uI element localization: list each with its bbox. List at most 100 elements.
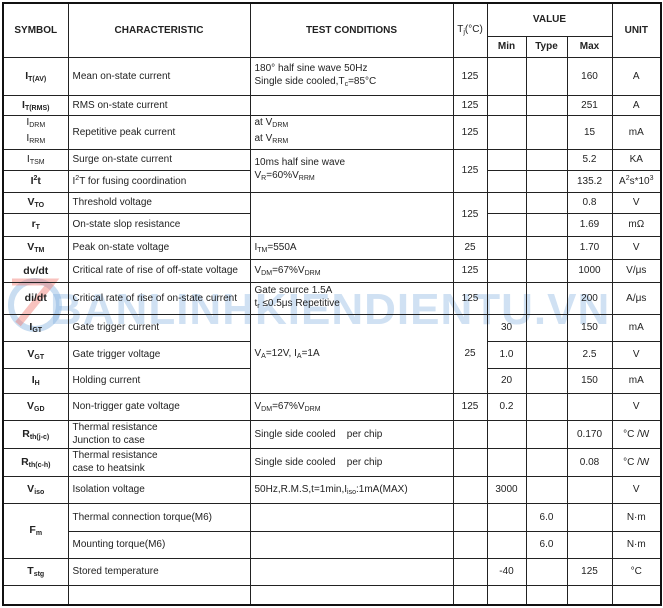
characteristic: Gate trigger voltage	[67, 340, 251, 369]
symbol: VTM	[2, 235, 69, 260]
tj-unit: (°C)	[464, 24, 483, 36]
min: 30	[486, 313, 527, 342]
header-value: VALUE	[486, 2, 613, 37]
test-conditions: Single side cooled per chip	[249, 447, 454, 477]
tj: 125	[452, 114, 488, 150]
table-row: IDRM IRRM Repetitive peak current at VDRM…	[2, 114, 662, 150]
max: 5.2	[566, 148, 613, 171]
tj: 25	[452, 235, 488, 260]
test-conditions: 10ms half sine wave VR=60%VRRM	[249, 148, 454, 193]
max: 1.69	[566, 212, 613, 237]
min: 1.0	[486, 340, 527, 369]
tj-sub: j	[463, 29, 465, 37]
type: 6.0	[525, 530, 568, 559]
unit: °C /W	[611, 419, 662, 449]
test-conditions: VDM=67%VDRM	[249, 392, 454, 421]
header-test-conditions: TEST CONDITIONS	[249, 2, 454, 58]
test-conditions: Single side cooled per chip	[249, 419, 454, 449]
characteristic: Critical rate of rise of on-state curren…	[67, 281, 251, 315]
max: 200	[566, 281, 613, 315]
tj: 125	[452, 281, 488, 315]
tj: 125	[452, 56, 488, 96]
table-row: Rth(j-c) Thermal resistance Junction to c…	[2, 419, 662, 449]
max: 160	[566, 56, 613, 96]
characteristic: On-state slop resistance	[67, 212, 251, 237]
table-row: dv/dt Critical rate of rise of off-state…	[2, 258, 662, 283]
table-row: VGD Non-trigger gate voltage VDM=67%VDRM…	[2, 392, 662, 421]
table-row: Tstg Stored temperature -40 125 °C	[2, 557, 662, 586]
characteristic: Non-trigger gate voltage	[67, 392, 251, 421]
table-row: ITSM Surge on-state current 10ms half si…	[2, 148, 662, 193]
test-conditions: Gate source 1.5A tr ≤0.5μs Repetitive	[249, 281, 454, 315]
header-unit: UNIT	[611, 2, 662, 58]
unit: V	[611, 191, 662, 214]
max: 15	[566, 114, 613, 150]
table-row: IT(AV) Mean on-state current 180° half s…	[2, 56, 662, 96]
unit: A	[611, 56, 662, 96]
max: 1.70	[566, 235, 613, 260]
symbol: rT	[2, 212, 69, 237]
unit: N·m	[611, 502, 662, 532]
table-row: di/dt Critical rate of rise of on-state …	[2, 281, 662, 315]
characteristic: Thermal connection torque(M6)	[67, 502, 251, 532]
max: 0.8	[566, 191, 613, 214]
table-row: I2t I2T for fusing coordination 135.2 A2…	[2, 169, 662, 193]
characteristic: Threshold voltage	[67, 191, 251, 214]
unit: V	[611, 340, 662, 369]
unit: V/μs	[611, 258, 662, 283]
header-max: Max	[566, 35, 613, 58]
symbol: IH	[2, 367, 69, 394]
table-row: rT On-state slop resistance 1.69 mΩ	[2, 212, 662, 237]
min: 0.2	[486, 392, 527, 421]
table-row: VTO Threshold voltage 125 0.8 V	[2, 191, 662, 237]
table-row: Mounting torque(M6) 6.0 N·m	[3, 530, 662, 559]
table-row: VTM Peak on-state voltage ITM=550A 25 1.…	[2, 235, 662, 260]
characteristic: Critical rate of rise of off-state volta…	[67, 258, 251, 283]
header-symbol: SYMBOL	[2, 2, 69, 58]
characteristic: Isolation voltage	[67, 475, 251, 504]
max: 0.08	[566, 447, 613, 477]
header-tj: Tj(°C)	[452, 2, 488, 58]
max: 1000	[566, 258, 613, 283]
table-row: IH Holding current 20 150 mA	[2, 367, 662, 394]
min: 20	[486, 367, 527, 394]
max: 251	[566, 94, 613, 116]
symbol: Tstg	[2, 557, 69, 586]
table-row: Fm Thermal connection torque(M6) 6.0 N·m	[2, 502, 662, 559]
test-conditions: 180° half sine wave 50Hz Single side cool…	[249, 56, 454, 96]
characteristic: RMS on-state current	[67, 94, 251, 116]
unit: mΩ	[611, 212, 662, 237]
min: 3000	[486, 475, 527, 504]
unit: °C	[611, 557, 662, 586]
symbol: Viso	[2, 475, 69, 504]
max: 135.2	[566, 169, 613, 193]
symbol: dv/dt	[2, 258, 69, 283]
characteristic: Holding current	[67, 367, 251, 394]
characteristic: Mounting torque(M6)	[67, 530, 251, 559]
header-row: SYMBOL CHARACTERISTIC TEST CONDITIONS Tj…	[2, 2, 662, 58]
symbol: di/dt	[2, 281, 69, 315]
header-type: Type	[525, 35, 568, 58]
symbol: ITSM	[2, 148, 69, 171]
table-row-partial	[2, 584, 662, 606]
table-row: IT(RMS) RMS on-state current 125 251 A	[2, 94, 662, 116]
characteristic: Gate trigger current	[67, 313, 251, 342]
unit: mA	[611, 367, 662, 394]
unit: V	[611, 392, 662, 421]
characteristic: Repetitive peak current	[67, 114, 251, 150]
table-row: Rth(c-h) Thermal resistance case to heats…	[2, 447, 662, 477]
characteristic: Mean on-state current	[67, 56, 251, 96]
unit: KA	[611, 148, 662, 171]
table-row: Viso Isolation voltage 50Hz,R.M.S,t=1min…	[2, 475, 662, 504]
unit: V	[611, 235, 662, 260]
symbol: Fm	[2, 502, 69, 559]
unit: °C /W	[611, 447, 662, 477]
tj: 125	[452, 258, 488, 283]
characteristic: Peak on-state voltage	[67, 235, 251, 260]
tj: 25	[452, 313, 488, 394]
tj: 125	[452, 148, 488, 193]
max: 150	[566, 313, 613, 342]
symbol: Rth(c-h)	[2, 447, 69, 477]
min: -40	[486, 557, 527, 586]
header-characteristic: CHARACTERISTIC	[67, 2, 251, 58]
